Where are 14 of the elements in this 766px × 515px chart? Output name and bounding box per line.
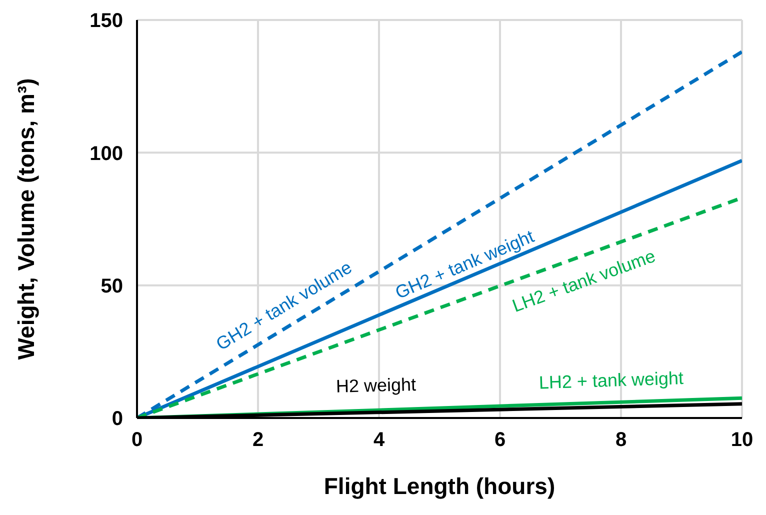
y-tick-label: 50 bbox=[100, 275, 123, 298]
y-tick-label: 100 bbox=[90, 142, 123, 165]
x-tick-label: 0 bbox=[131, 429, 143, 452]
x-tick-label: 10 bbox=[730, 429, 754, 452]
x-tick-label: 8 bbox=[615, 429, 627, 452]
y-tick-label: 0 bbox=[112, 408, 123, 430]
x-tick-label: 4 bbox=[373, 429, 386, 452]
series-label: LH2 + tank weight bbox=[538, 368, 684, 393]
x-tick-label: 2 bbox=[252, 429, 264, 452]
x-axis-title: Flight Length (hours) bbox=[324, 473, 556, 499]
y-axis-title: Weight, Volume (tons, m³) bbox=[13, 78, 40, 360]
x-tick-label: 6 bbox=[494, 429, 506, 452]
y-tick-label: 150 bbox=[90, 10, 123, 32]
series-label: H2 weight bbox=[336, 374, 416, 396]
